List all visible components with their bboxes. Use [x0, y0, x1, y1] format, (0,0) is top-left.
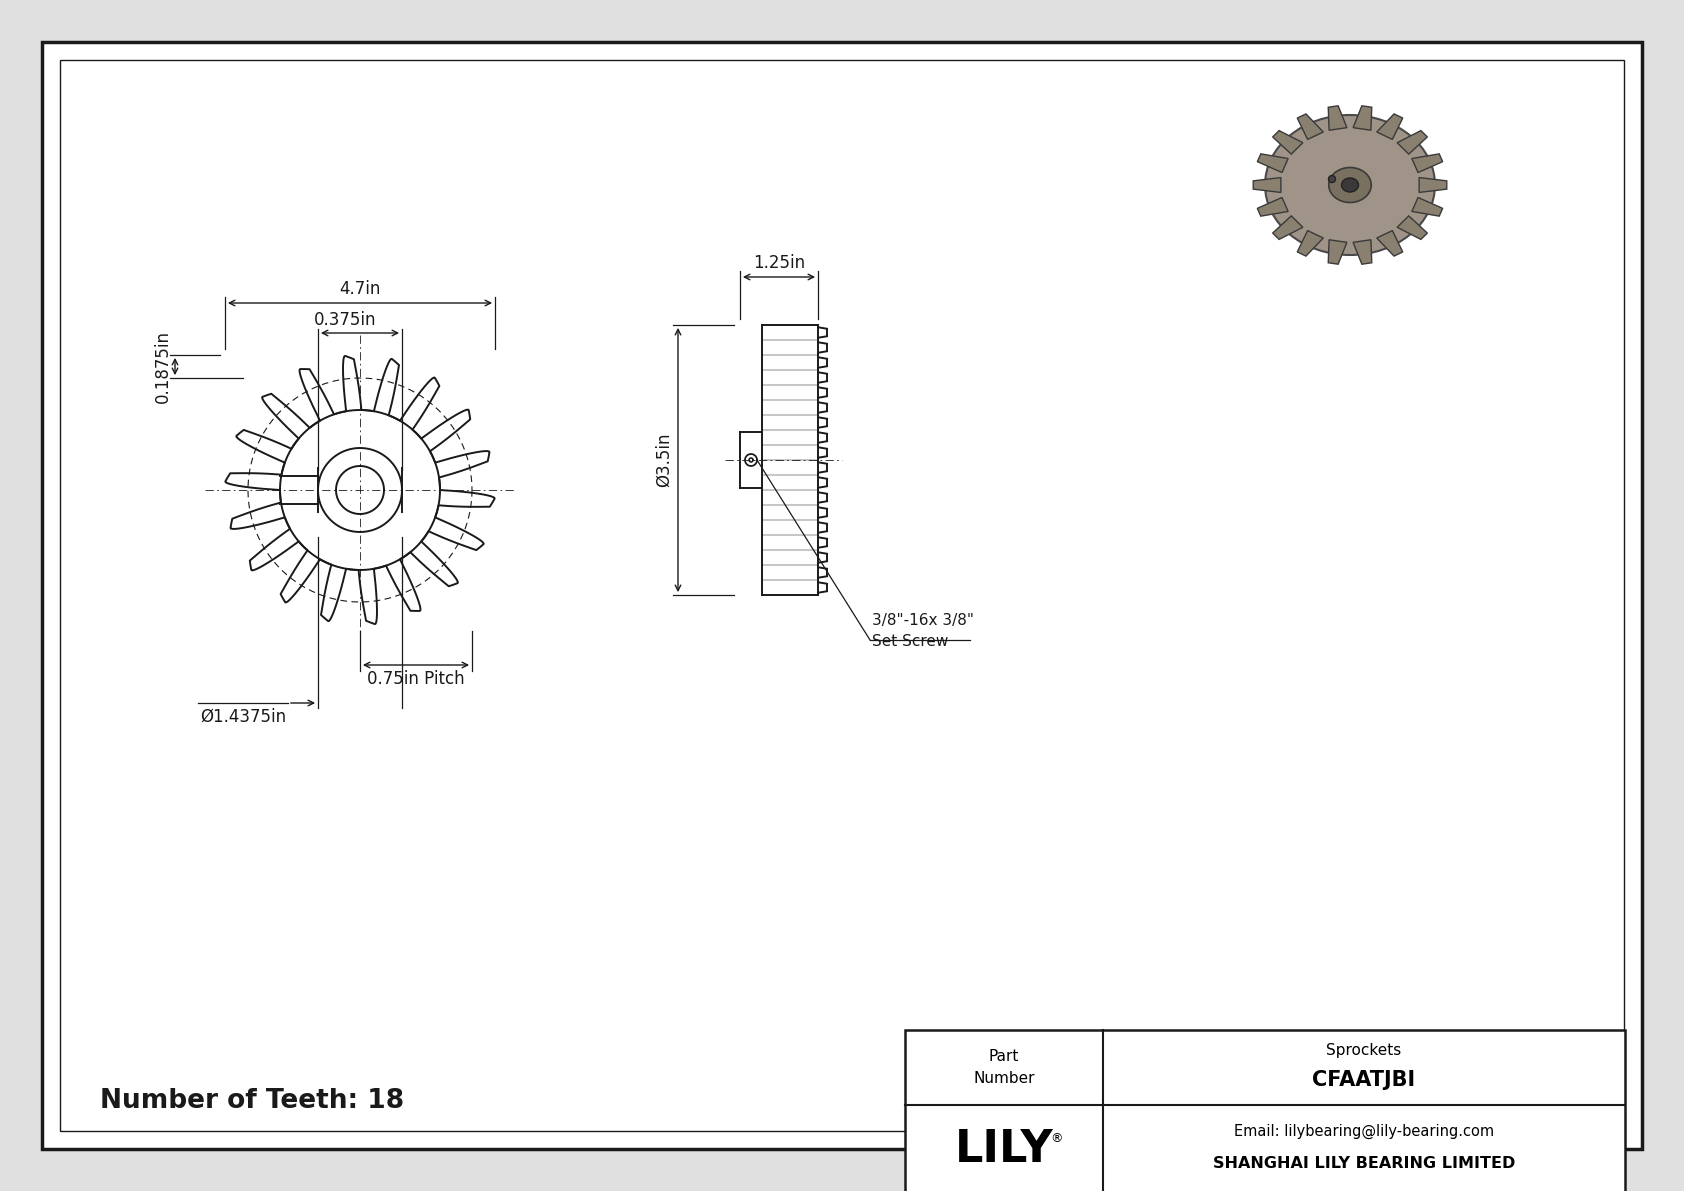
Text: 0.75in Pitch: 0.75in Pitch [367, 671, 465, 688]
Text: Set Screw: Set Screw [872, 635, 948, 649]
Text: SHANGHAI LILY BEARING LIMITED: SHANGHAI LILY BEARING LIMITED [1212, 1156, 1516, 1172]
Polygon shape [1258, 198, 1288, 216]
Polygon shape [1297, 114, 1324, 139]
Text: Number: Number [973, 1071, 1034, 1086]
Text: Sprockets: Sprockets [1327, 1043, 1401, 1059]
Polygon shape [1258, 154, 1288, 173]
Ellipse shape [1265, 116, 1435, 255]
Text: CFAATJBI: CFAATJBI [1312, 1071, 1416, 1090]
Text: 4.7in: 4.7in [338, 280, 381, 298]
Polygon shape [1378, 231, 1403, 256]
Polygon shape [1329, 239, 1347, 264]
Text: Number of Teeth: 18: Number of Teeth: 18 [99, 1089, 404, 1114]
Text: Ø3.5in: Ø3.5in [655, 432, 674, 487]
Polygon shape [1411, 198, 1443, 216]
Bar [61, 60, 1623, 1131]
Text: LILY: LILY [955, 1128, 1052, 1171]
Text: ®: ® [1049, 1133, 1063, 1146]
Text: 1.25in: 1.25in [753, 254, 805, 272]
Text: 3/8"-16x 3/8": 3/8"-16x 3/8" [872, 612, 973, 628]
Polygon shape [1253, 177, 1282, 193]
Ellipse shape [1342, 177, 1359, 192]
Text: 0.1875in: 0.1875in [153, 330, 172, 403]
Text: Part: Part [989, 1049, 1019, 1064]
Text: 0.375in: 0.375in [313, 311, 376, 329]
Text: Email: lilybearing@lily-bearing.com: Email: lilybearing@lily-bearing.com [1234, 1124, 1494, 1139]
Polygon shape [1273, 216, 1303, 239]
Polygon shape [1398, 131, 1428, 154]
Polygon shape [1354, 239, 1372, 264]
Polygon shape [1378, 114, 1403, 139]
Polygon shape [1398, 216, 1428, 239]
Polygon shape [1420, 177, 1447, 193]
Polygon shape [1329, 106, 1347, 130]
Polygon shape [1354, 106, 1372, 130]
Polygon shape [1411, 154, 1443, 173]
Text: Ø1.4375in: Ø1.4375in [200, 707, 286, 727]
Ellipse shape [1329, 168, 1371, 202]
Bar [904, 1030, 1625, 1191]
Polygon shape [1273, 131, 1303, 154]
Circle shape [1329, 175, 1335, 182]
Polygon shape [1297, 231, 1324, 256]
